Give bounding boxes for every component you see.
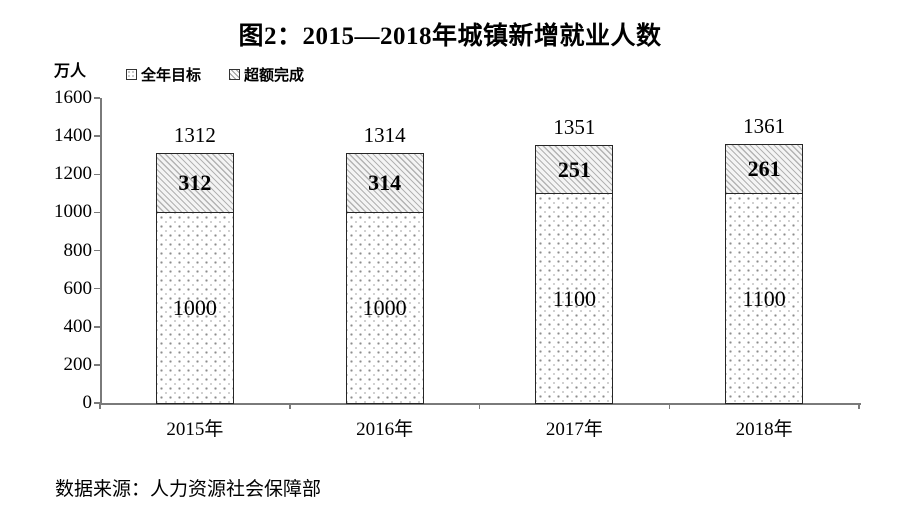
x-axis-tick <box>99 403 101 409</box>
bar-group: 312 1000 <box>155 152 234 405</box>
bar-value-label-target: 1000 <box>362 295 407 321</box>
bar-segment-target: 1100 <box>726 194 803 404</box>
y-axis-tick <box>94 173 100 175</box>
bar-value-label-target: 1100 <box>552 285 596 311</box>
bar-group: 261 1100 <box>725 143 804 405</box>
bar-group: 314 1000 <box>345 152 424 405</box>
bar-total-label: 1361 <box>743 113 786 138</box>
bar-segment-exceed: 251 <box>536 146 613 195</box>
legend-label-target: 全年目标 <box>141 67 202 84</box>
legend-item-target: 全年目标 <box>126 64 201 85</box>
x-axis-tick <box>478 403 481 409</box>
y-tick-label: 0 <box>82 392 93 413</box>
chart-title: 图2：2015—2018年城镇新增就业人数 <box>238 23 662 50</box>
y-axis <box>100 98 102 403</box>
x-axis <box>100 403 861 405</box>
y-axis-tick <box>94 402 100 404</box>
bar-value-label-exceed: 261 <box>747 155 781 181</box>
x-axis-tick <box>858 403 860 409</box>
bar-segment-exceed: 312 <box>156 153 233 214</box>
y-tick-label: 200 <box>63 353 93 375</box>
x-axis-tick <box>668 403 670 409</box>
y-tick-label: 600 <box>63 277 93 299</box>
y-tick-label: 1000 <box>54 201 92 223</box>
bar-segment-target: 1100 <box>536 194 613 404</box>
bar-value-label-target: 1000 <box>172 295 217 321</box>
x-tick-label: 2017年 <box>545 419 603 440</box>
legend: 全年目标 超额完成 <box>126 64 304 85</box>
bar-value-label-exceed: 314 <box>368 169 402 195</box>
x-tick-label: 2018年 <box>735 419 793 440</box>
legend-marker-hatch-icon <box>229 69 241 80</box>
x-tick-label: 2015年 <box>166 419 224 440</box>
source-note: 数据来源：人力资源社会保障部 <box>55 479 322 500</box>
x-axis-tick <box>289 403 291 409</box>
bar-total-label: 1314 <box>363 122 406 147</box>
y-tick-label: 1600 <box>54 87 92 108</box>
bar-segment-target: 1000 <box>346 213 423 404</box>
y-tick-label: 1200 <box>54 163 92 185</box>
bar-segment-exceed: 261 <box>726 144 803 195</box>
y-axis-unit-label: 万人 <box>54 63 87 80</box>
legend-label-exceed: 超额完成 <box>244 67 305 84</box>
y-axis-tick <box>94 135 100 137</box>
y-axis-tick <box>94 97 100 99</box>
bar-segment-target: 1000 <box>156 213 233 404</box>
bar-value-label-exceed: 251 <box>557 156 591 182</box>
bar-value-label-exceed: 312 <box>178 170 212 196</box>
y-axis-tick <box>94 211 100 214</box>
y-axis-tick <box>94 364 100 366</box>
legend-item-exceed: 超额完成 <box>229 64 304 85</box>
bar-total-label: 1351 <box>553 115 596 140</box>
x-tick-label: 2016年 <box>356 419 414 440</box>
y-axis-tick <box>94 326 100 328</box>
bar-group: 251 1100 <box>535 145 614 405</box>
y-axis-tick <box>94 287 100 290</box>
legend-marker-dots-icon <box>126 69 137 80</box>
y-axis-tick <box>94 249 100 252</box>
y-tick-label: 800 <box>63 239 93 261</box>
bar-total-label: 1312 <box>173 122 216 147</box>
bar-value-label-target: 1100 <box>742 285 786 311</box>
y-tick-label: 400 <box>63 315 93 337</box>
bar-segment-exceed: 314 <box>346 153 423 214</box>
y-tick-label: 1400 <box>54 125 92 147</box>
